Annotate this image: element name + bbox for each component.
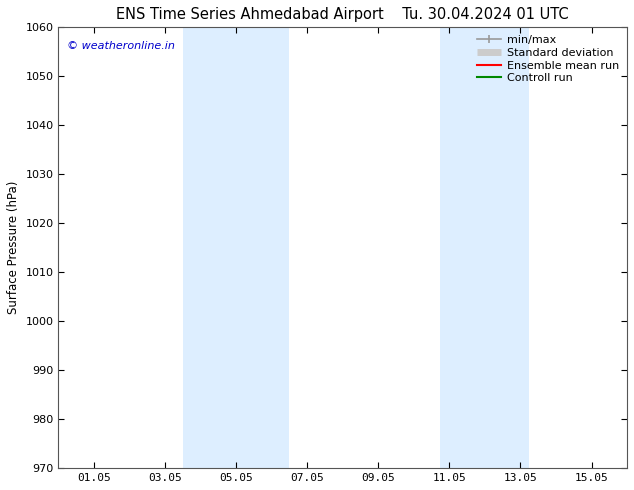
Y-axis label: Surface Pressure (hPa): Surface Pressure (hPa) [7,181,20,315]
Text: © weatheronline.in: © weatheronline.in [67,41,175,50]
Legend: min/max, Standard deviation, Ensemble mean run, Controll run: min/max, Standard deviation, Ensemble me… [475,33,621,86]
Title: ENS Time Series Ahmedabad Airport    Tu. 30.04.2024 01 UTC: ENS Time Series Ahmedabad Airport Tu. 30… [117,7,569,22]
Bar [183,27,236,468]
Bar [236,27,290,468]
Bar [441,27,485,468]
Bar [485,27,529,468]
